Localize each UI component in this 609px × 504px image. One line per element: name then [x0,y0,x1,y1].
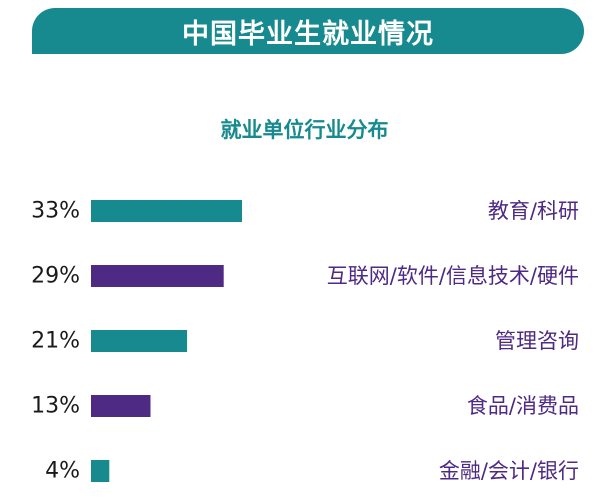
page-title: 中国毕业生就业情况 [182,18,434,50]
bar [91,330,188,352]
value-label: 13% [31,394,80,419]
bar [91,265,224,287]
value-label: 33% [31,199,80,224]
category-label: 互联网/软件/信息技术/硬件 [327,264,579,288]
value-label: 21% [31,329,80,354]
category-label: 教育/科研 [488,199,579,223]
value-label: 4% [45,459,80,484]
category-label: 管理咨询 [495,329,579,353]
category-label: 金融/会计/银行 [439,459,579,483]
category-label: 食品/消费品 [467,394,579,418]
bar [91,395,151,417]
chart-title: 就业单位行业分布 [220,118,389,142]
header-banner: 中国毕业生就业情况 [32,8,584,54]
bar [91,460,110,482]
bar [91,200,242,222]
value-label: 29% [31,264,80,289]
